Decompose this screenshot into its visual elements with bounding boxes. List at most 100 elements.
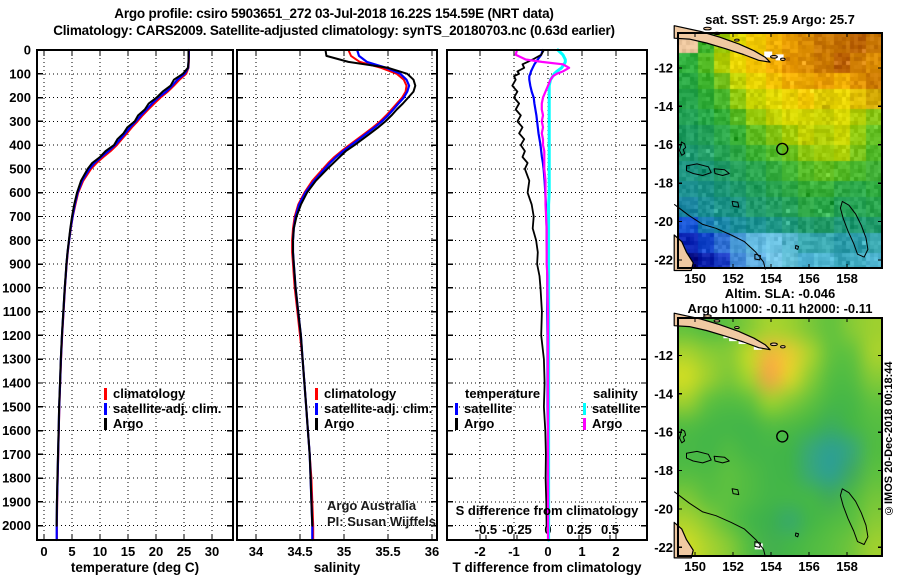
nodata-patch xyxy=(764,51,773,58)
map-y-tick-label: -14 xyxy=(654,386,674,401)
map-y-tick-label: -16 xyxy=(654,137,673,152)
depth-tick-label: 100 xyxy=(9,66,31,81)
depth-tick-label: 200 xyxy=(9,90,31,105)
map-border xyxy=(677,32,883,269)
plot-box xyxy=(36,49,234,541)
islet xyxy=(734,326,740,330)
series-s-satellite xyxy=(547,48,567,542)
float-position-marker xyxy=(776,142,789,156)
map-y-tick-label: -20 xyxy=(654,214,673,229)
x-tick-label: 1 xyxy=(578,544,585,559)
map-y-tick-label: -14 xyxy=(654,99,674,114)
map-border xyxy=(677,317,883,557)
legend-item-argo: Argo xyxy=(104,416,221,431)
depth-tick-label: 2000 xyxy=(2,518,31,533)
x-tick-label: -2 xyxy=(474,544,486,559)
qld-landmass xyxy=(673,234,694,272)
map-x-tick-label: 150 xyxy=(684,559,706,574)
legend-label: Argo xyxy=(592,416,623,431)
depth-tick-label: 1400 xyxy=(2,376,31,391)
reef-contour xyxy=(794,532,800,538)
series-climatology xyxy=(55,49,190,541)
map-y-tick-label: -12 xyxy=(654,60,673,75)
shelf-contour xyxy=(673,203,766,270)
legend-label: satellite xyxy=(592,401,641,416)
x-tick-label: 35 xyxy=(337,544,351,559)
x-tick-label: 0 xyxy=(544,544,551,559)
map-y-tick-label: -16 xyxy=(654,425,673,440)
depth-tick-label: 1100 xyxy=(3,304,31,319)
islet xyxy=(780,57,786,61)
depth-tick-label: 400 xyxy=(9,138,31,153)
legend-label: Argo xyxy=(324,416,355,431)
sla-map-title: Altim. SLA: -0.046 xyxy=(724,286,836,301)
series-satellite-adj-clim- xyxy=(55,48,190,542)
s-argo-line-swatch-icon xyxy=(583,417,586,430)
map-x-tick-label: 152 xyxy=(722,271,744,286)
x-tick-label: 36 xyxy=(425,544,439,559)
temperature-profile-plot: 0 5 10 15 20 25 300100200300400500600700800900… xyxy=(2,43,234,559)
t-argo-line-swatch-icon xyxy=(455,417,458,430)
s-difference-axis-label: S difference from climatology xyxy=(455,503,639,518)
legend-item-t-satellite: satellite xyxy=(455,401,540,416)
islet xyxy=(703,314,712,318)
legend-item-climatology: climatology xyxy=(104,386,221,401)
float-position-marker xyxy=(776,430,789,443)
reef-contour xyxy=(731,488,740,496)
depth-tick-label: 800 xyxy=(9,233,31,248)
legend-label: climatology xyxy=(113,386,186,401)
program-name: Argo Australia xyxy=(327,498,417,513)
map-y-tick-label: -20 xyxy=(654,501,673,516)
difference-legend-salinity: salinity satellite Argo xyxy=(583,386,640,431)
program-annotation: Argo Australia PI: Susan Wijffels xyxy=(327,498,436,530)
s-tick-label: -0.5 xyxy=(475,522,497,537)
x-tick-label: 15 xyxy=(121,544,135,559)
islet xyxy=(703,26,712,31)
x-tick-label: 34 xyxy=(249,544,264,559)
legend-item-s-argo: Argo xyxy=(583,416,640,431)
reef-contour xyxy=(794,245,800,250)
nodata-patch xyxy=(754,543,763,550)
x-tick-label: 5 xyxy=(68,544,75,559)
legend-item-satellite-adj: satellite-adj. clim. xyxy=(315,401,432,416)
sla-map-image xyxy=(678,318,882,556)
s-tick-label: -0.25 xyxy=(502,522,532,537)
x-tick-label: -1 xyxy=(508,544,520,559)
legend-item-argo: Argo xyxy=(315,416,432,431)
sst-map-overlay: 150 152 154 156 158 -12 -14 -16 -18 -20 -22 xyxy=(654,25,883,286)
map-y-tick-label: -18 xyxy=(654,463,673,478)
s-tick-label: 0.25 xyxy=(566,522,591,537)
argo-line-swatch-icon xyxy=(315,417,318,430)
new-caledonia-contour xyxy=(839,200,869,258)
difference-legend-temperature: temperature satellite Argo xyxy=(455,386,540,431)
shelf-contour xyxy=(673,491,766,558)
depth-tick-label: 500 xyxy=(9,161,31,176)
legend-item-s-satellite: satellite xyxy=(583,401,640,416)
depth-tick-label: 0 xyxy=(24,43,31,58)
climatology-line-swatch-icon xyxy=(104,387,107,400)
t-difference-axis-label: T difference from climatology xyxy=(452,560,642,575)
legend-label: satellite-adj. clim. xyxy=(324,401,433,416)
map-x-tick-label: 158 xyxy=(836,559,858,574)
map-x-tick-label: 156 xyxy=(798,271,820,286)
islet xyxy=(770,342,778,347)
figure-title: Argo profile: csiro 5903651_272 03-Jul-2… xyxy=(114,6,554,21)
depth-tick-label: 1300 xyxy=(2,352,31,367)
s-tick-label: 0.5 xyxy=(601,522,619,537)
map-y-tick-label: -12 xyxy=(654,348,673,363)
depth-tick-label: 1700 xyxy=(2,447,31,462)
depth-tick-label: 700 xyxy=(9,209,31,224)
sst-map-image xyxy=(678,33,882,268)
map-y-tick-label: -18 xyxy=(654,176,673,191)
temperature-axis-label: temperature (deg C) xyxy=(70,560,200,575)
map-x-tick-label: 150 xyxy=(684,271,706,286)
plot-box xyxy=(236,49,438,541)
difference-profile-plot: -2 -1 0 1 2-0.5 -0.25 0 0.25 0.5 xyxy=(446,48,648,559)
imos-credit: ©IMOS 20-Dec-2018 00:18:44 xyxy=(883,361,895,517)
islet xyxy=(780,345,786,349)
legend-label: Argo xyxy=(464,416,495,431)
png-landmass xyxy=(673,312,771,351)
reef-contour xyxy=(679,141,687,156)
principal-investigator: PI: Susan Wijffels xyxy=(327,514,436,529)
new-caledonia-contour xyxy=(839,488,869,545)
